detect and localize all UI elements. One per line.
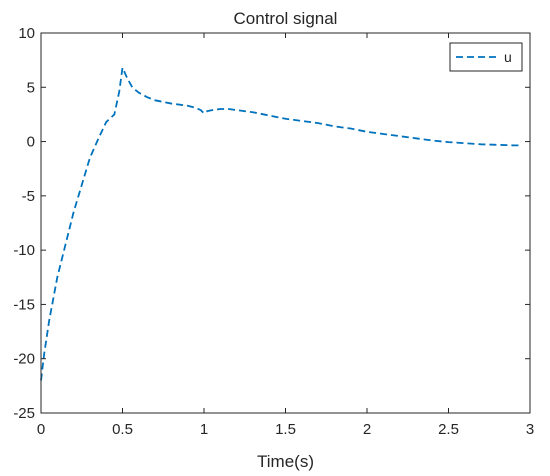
y-tick-label: -5 <box>22 188 35 205</box>
x-tick-label: 1.5 <box>275 421 296 438</box>
x-tick-label: 2.5 <box>438 421 459 438</box>
y-tick-label: -15 <box>13 296 35 313</box>
x-tick-label: 0 <box>37 421 45 438</box>
legend: u <box>449 42 523 72</box>
x-tick-label: 3 <box>526 421 534 438</box>
x-axis-ticks: 0 0.5 1 1.5 2 2.5 3 <box>37 33 534 438</box>
x-axis-label: Time(s) <box>257 452 314 471</box>
y-tick-label: -20 <box>13 351 35 368</box>
chart-title: Control signal <box>234 9 338 28</box>
y-tick-label: 0 <box>27 134 35 151</box>
y-tick-label: 5 <box>27 79 35 96</box>
series-line-u <box>40 66 522 381</box>
plot-area <box>41 33 530 413</box>
legend-label-u: u <box>504 49 512 65</box>
x-tick-label: 2 <box>363 421 371 438</box>
x-tick-label: 1 <box>200 421 208 438</box>
y-tick-label: -10 <box>13 242 35 259</box>
y-tick-label: 10 <box>18 25 35 42</box>
y-tick-label: -25 <box>13 405 35 422</box>
x-tick-label: 0.5 <box>112 421 133 438</box>
y-axis-ticks: -25 -20 -15 -10 -5 0 5 10 <box>13 25 530 422</box>
series-layer <box>40 66 522 381</box>
